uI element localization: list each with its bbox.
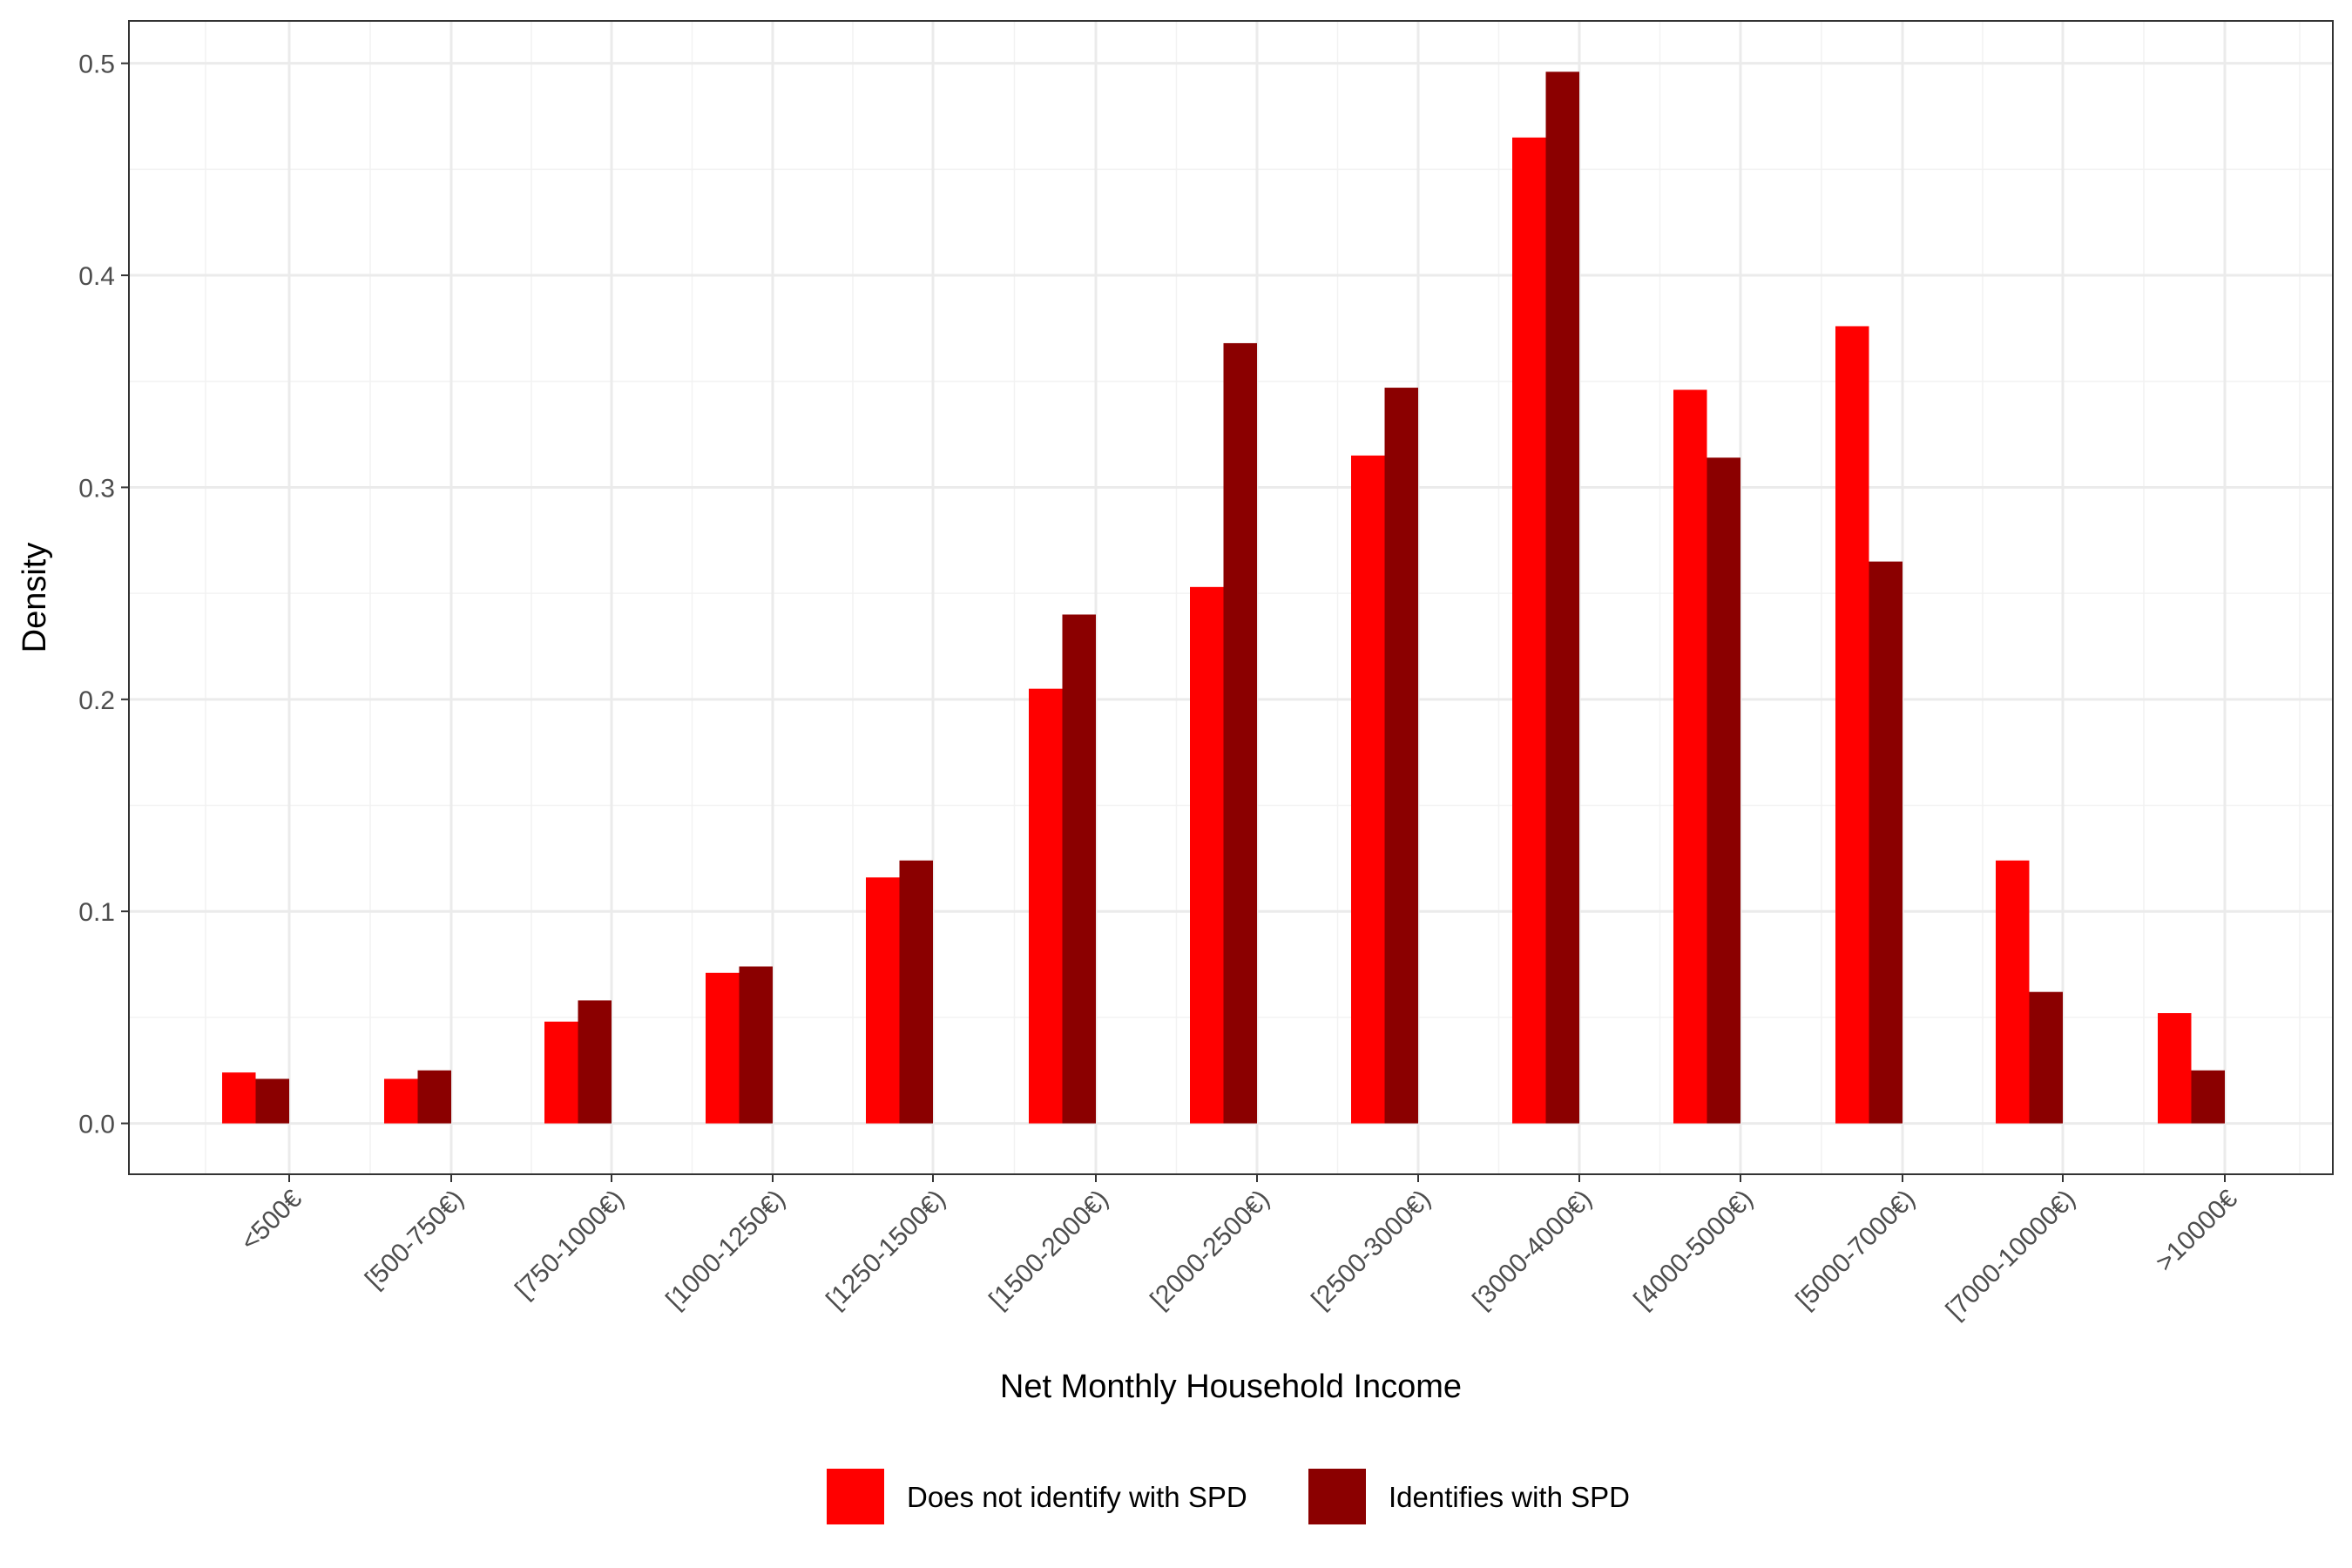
x-tick-label: [750-1000€) [510, 1185, 630, 1305]
x-tick-label: [2000-2500€) [1145, 1185, 1275, 1315]
x-axis-ticks: <500€ [500-750€) [750-1000€) [1000-1250€) [1… [235, 1174, 2243, 1325]
x-tick-label: [1500-2000€) [983, 1185, 1114, 1315]
y-axis-title: Density [17, 543, 53, 653]
bar-identifies [1223, 342, 1257, 1124]
bar-identifies [2029, 991, 2063, 1124]
bar-identifies [578, 1000, 612, 1124]
x-tick-label: [5000-7000€) [1790, 1185, 1921, 1315]
bar-identifies [1869, 561, 1903, 1124]
x-tick-label: [1000-1250€) [660, 1185, 791, 1315]
x-tick-label: [500-750€) [360, 1185, 470, 1294]
x-tick-label: [7000-10000€) [1941, 1185, 2081, 1325]
x-tick-label: [3000-4000€) [1467, 1185, 1598, 1315]
y-tick-label: 0.4 [78, 262, 115, 291]
x-tick-label: [2500-3000€) [1306, 1185, 1436, 1315]
y-tick-label: 0.3 [78, 474, 115, 503]
x-tick-label: [1250-1500€) [821, 1185, 951, 1315]
legend: Does not identify with SPD Identifies wit… [827, 1469, 1630, 1524]
bar-not-identify [1996, 860, 2030, 1124]
bar-identifies [1707, 457, 1740, 1124]
bar-not-identify [2158, 1013, 2192, 1124]
bar-identifies [899, 860, 933, 1124]
bar-identifies [1384, 388, 1418, 1124]
bar-not-identify [222, 1072, 256, 1124]
y-tick-label: 0.5 [78, 51, 115, 79]
y-tick-label: 0.1 [78, 898, 115, 927]
bar-not-identify [1673, 389, 1707, 1124]
x-tick-label: [4000-5000€) [1628, 1185, 1759, 1315]
y-axis-ticks: 0.0 0.1 0.2 0.3 0.4 0.5 [78, 51, 129, 1139]
bar-not-identify [544, 1021, 578, 1124]
bar-identifies [1545, 71, 1579, 1124]
legend-label: Does not identify with SPD [907, 1481, 1247, 1513]
legend-key [827, 1469, 884, 1524]
legend-label: Identifies with SPD [1389, 1481, 1630, 1513]
bar-identifies [2191, 1070, 2225, 1124]
bar-not-identify [384, 1078, 418, 1124]
bar-not-identify [1029, 688, 1063, 1124]
bar-identifies [1062, 614, 1096, 1124]
bar-not-identify [866, 877, 900, 1124]
bar-identifies [255, 1078, 289, 1124]
y-tick-label: 0.0 [78, 1111, 115, 1139]
bar-not-identify [1190, 586, 1224, 1124]
bar-identifies [739, 966, 773, 1124]
x-tick-label: >10000€ [2150, 1184, 2243, 1277]
x-tick-label: <500€ [235, 1184, 308, 1256]
panel-border [128, 20, 2334, 1175]
bars [222, 71, 2225, 1124]
bar-not-identify [1512, 137, 1546, 1124]
x-axis-title: Net Monthly Household Income [1000, 1369, 1462, 1405]
y-tick-label: 0.2 [78, 686, 115, 715]
bar-identifies [417, 1070, 451, 1124]
bar-not-identify [1835, 326, 1869, 1124]
legend-key [1308, 1469, 1366, 1524]
bar-not-identify [706, 972, 740, 1124]
bar-not-identify [1351, 455, 1385, 1124]
